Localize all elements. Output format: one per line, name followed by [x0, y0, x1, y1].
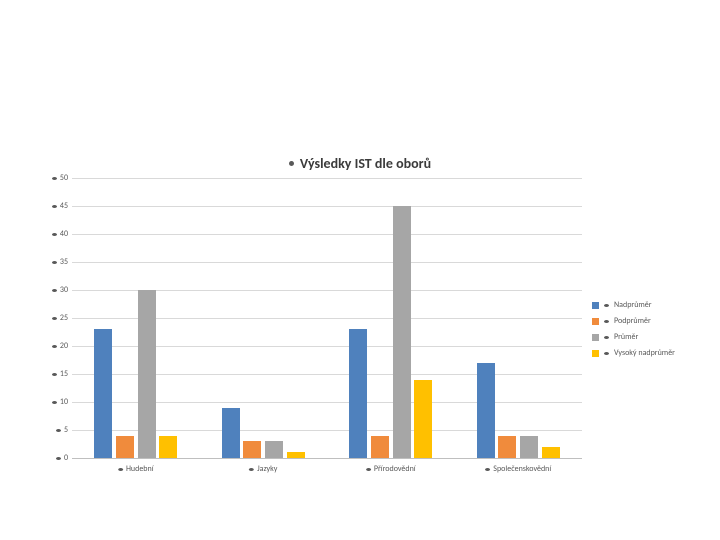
- y-tick-label: 45: [52, 201, 72, 211]
- legend-label: Průměr: [614, 332, 638, 342]
- y-tick-value: 5: [64, 425, 68, 435]
- bar: [542, 447, 560, 458]
- legend-bullet-icon: [604, 336, 609, 339]
- tick-bullet-icon: [52, 177, 57, 180]
- tick-bullet-icon: [52, 373, 57, 376]
- bar: [265, 441, 283, 458]
- legend-bullet-icon: [604, 352, 609, 355]
- y-tick-value: 50: [60, 173, 68, 183]
- bar: [414, 380, 432, 458]
- tick-bullet-icon: [52, 205, 57, 208]
- y-tick-value: 35: [60, 257, 68, 267]
- bar: [287, 452, 305, 458]
- x-category: Jazyky: [257, 464, 277, 474]
- x-tick-label: Společenskovědní: [485, 458, 551, 474]
- title-bullet-icon: [289, 161, 294, 166]
- legend-label: Podprůměr: [614, 316, 651, 326]
- bar-group: Přírodovědní: [327, 178, 455, 458]
- y-tick-value: 30: [60, 285, 68, 295]
- bar-group: Hudební: [72, 178, 200, 458]
- y-tick-value: 25: [60, 313, 68, 323]
- tick-bullet-icon: [485, 468, 490, 471]
- bar: [498, 436, 516, 458]
- y-tick-label: 0: [56, 453, 72, 463]
- tick-bullet-icon: [52, 289, 57, 292]
- y-tick-label: 50: [52, 173, 72, 183]
- legend-swatch-icon: [592, 334, 599, 341]
- plot-area: 05101520253035404550HudebníJazykyPřírodo…: [72, 178, 582, 458]
- y-tick-value: 20: [60, 341, 68, 351]
- tick-bullet-icon: [56, 457, 61, 460]
- x-tick-label: Hudební: [118, 458, 154, 474]
- y-tick-value: 40: [60, 229, 68, 239]
- legend-item: Podprůměr: [592, 316, 675, 326]
- bar-group: Společenskovědní: [455, 178, 583, 458]
- legend-item: Vysoký nadprůměr: [592, 348, 675, 358]
- tick-bullet-icon: [52, 401, 57, 404]
- tick-bullet-icon: [52, 345, 57, 348]
- chart-container: Výsledky IST dle oborů 05101520253035404…: [0, 0, 720, 540]
- y-tick-label: 40: [52, 229, 72, 239]
- bar: [159, 436, 177, 458]
- legend-swatch-icon: [592, 350, 599, 357]
- y-tick-label: 10: [52, 397, 72, 407]
- x-category: Hudební: [126, 464, 154, 474]
- legend-label: Vysoký nadprůměr: [614, 348, 675, 358]
- tick-bullet-icon: [56, 429, 61, 432]
- legend-item: Průměr: [592, 332, 675, 342]
- chart-title: Výsledky IST dle oborů: [289, 155, 431, 172]
- tick-bullet-icon: [118, 468, 123, 471]
- tick-bullet-icon: [366, 468, 371, 471]
- bar: [371, 436, 389, 458]
- bar: [393, 206, 411, 458]
- bar: [349, 329, 367, 458]
- tick-bullet-icon: [52, 233, 57, 236]
- y-tick-label: 35: [52, 257, 72, 267]
- x-category: Přírodovědní: [374, 464, 416, 474]
- chart-title-wrap: Výsledky IST dle oborů: [0, 152, 720, 172]
- y-tick-value: 15: [60, 369, 68, 379]
- legend-swatch-icon: [592, 318, 599, 325]
- chart-title-text: Výsledky IST dle oborů: [300, 155, 431, 172]
- legend-item: Nadprůměr: [592, 300, 675, 310]
- bar: [243, 441, 261, 458]
- legend-swatch-icon: [592, 302, 599, 309]
- y-tick-value: 0: [64, 453, 68, 463]
- y-tick-label: 15: [52, 369, 72, 379]
- x-category: Společenskovědní: [493, 464, 551, 474]
- bar: [477, 363, 495, 458]
- bar: [138, 290, 156, 458]
- y-tick-label: 25: [52, 313, 72, 323]
- legend-label: Nadprůměr: [614, 300, 652, 310]
- bar-group: Jazyky: [200, 178, 328, 458]
- bar: [94, 329, 112, 458]
- y-tick-label: 5: [56, 425, 72, 435]
- bar: [520, 436, 538, 458]
- tick-bullet-icon: [52, 317, 57, 320]
- bar: [116, 436, 134, 458]
- legend-bullet-icon: [604, 304, 609, 307]
- y-tick-value: 10: [60, 397, 68, 407]
- y-tick-label: 20: [52, 341, 72, 351]
- x-tick-label: Přírodovědní: [366, 458, 416, 474]
- tick-bullet-icon: [249, 468, 254, 471]
- y-tick-label: 30: [52, 285, 72, 295]
- bar: [222, 408, 240, 458]
- legend: Nadprůměr Podprůměr Průměr Vysoký nadprůměr: [592, 300, 675, 358]
- legend-bullet-icon: [604, 320, 609, 323]
- y-tick-value: 45: [60, 201, 68, 211]
- tick-bullet-icon: [52, 261, 57, 264]
- x-tick-label: Jazyky: [249, 458, 277, 474]
